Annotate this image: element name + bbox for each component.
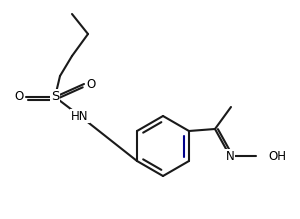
Text: OH: OH: [268, 150, 286, 162]
Text: HN: HN: [71, 110, 89, 122]
Text: S: S: [51, 90, 59, 104]
Text: N: N: [226, 150, 234, 162]
Text: O: O: [14, 90, 24, 104]
Text: O: O: [86, 78, 96, 90]
